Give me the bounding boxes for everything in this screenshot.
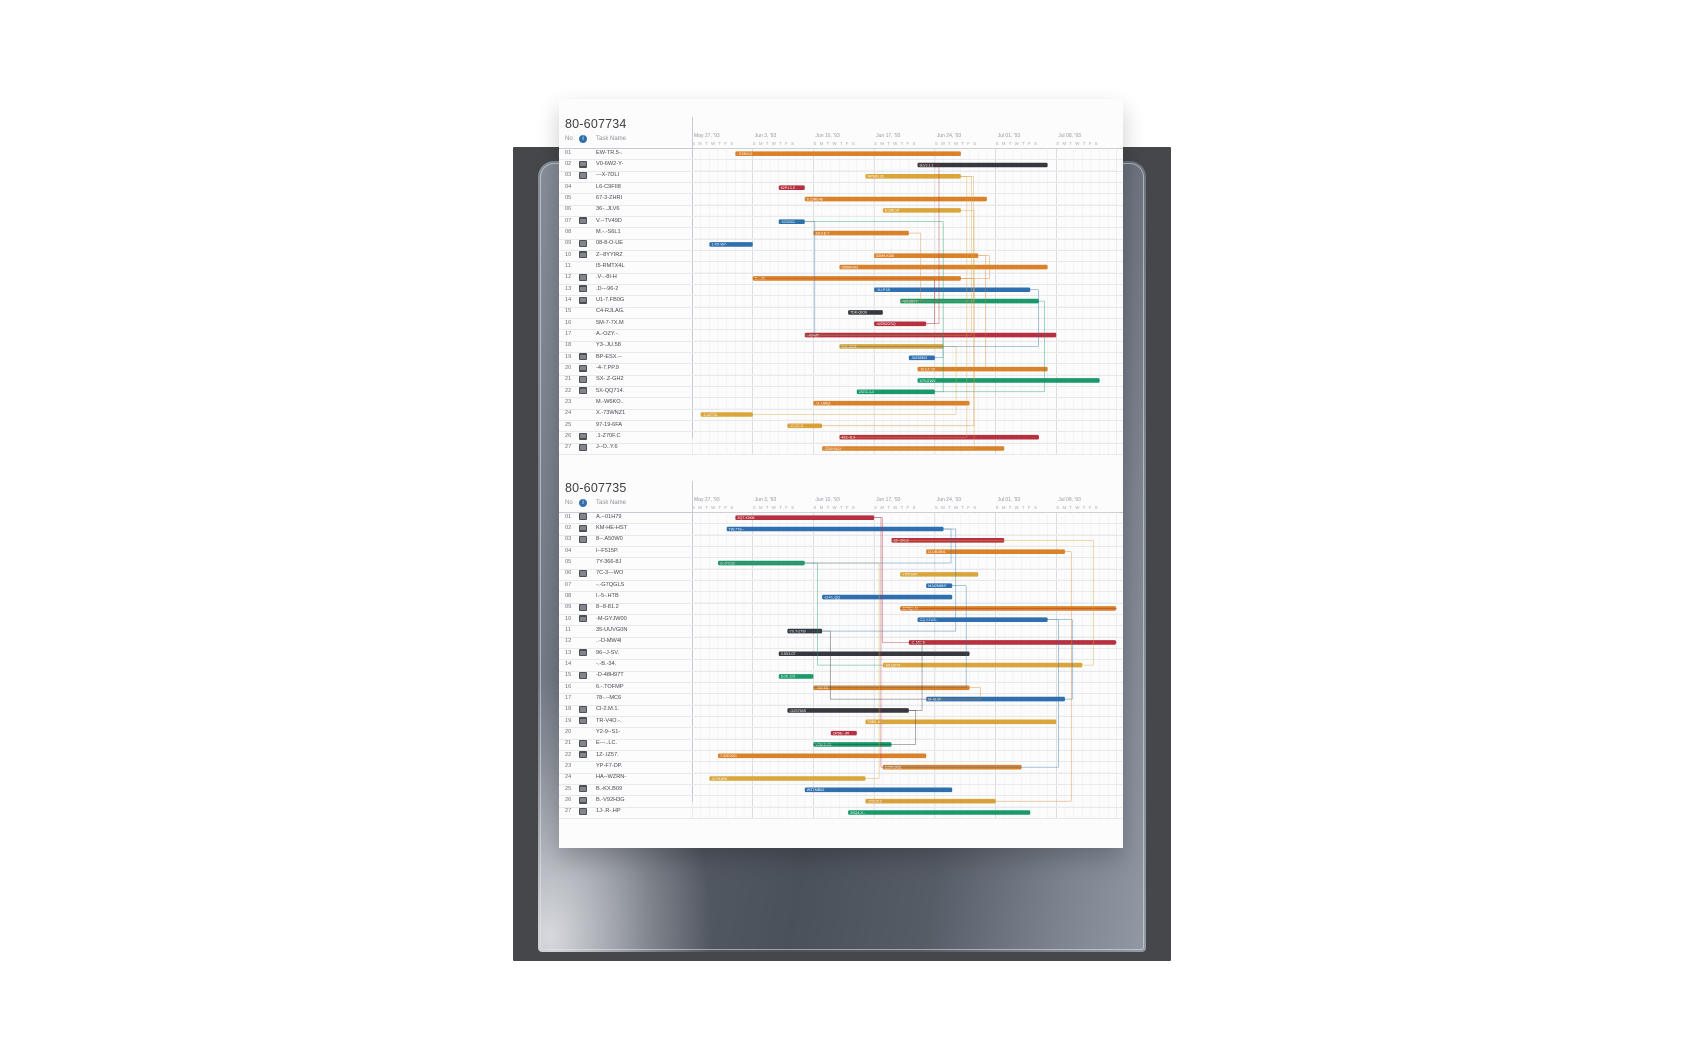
svg-text:-ZI.CE-B: -ZI.CE-B [789, 424, 804, 428]
svg-text:1-XX-W7-: 1-XX-W7- [711, 243, 728, 247]
svg-text:E25K9A5L: E25K9A5L [885, 765, 902, 769]
svg-text:.Z.UET8L: .Z.UET8L [703, 413, 718, 417]
svg-text:YX.T-27W: YX.T-27W [789, 629, 806, 633]
svg-text:423.-B.S: 423.-B.S [841, 435, 856, 439]
svg-text:2KR0-4-0: 2KR0-4-0 [859, 390, 874, 394]
svg-text:6.23RE46: 6.23RE46 [807, 197, 823, 201]
svg-text:.9C5983-: .9C5983- [781, 220, 797, 224]
svg-text:.1U-P.15: .1U-P.15 [876, 288, 890, 292]
svg-text:53M9-KGB: 53M9-KGB [876, 254, 894, 258]
svg-text:.3UO6502: .3UO6502 [911, 356, 927, 360]
svg-text:NP9JR.31: NP9JR.31 [867, 175, 883, 179]
svg-text:..E2NXJJ: ..E2NXJJ [737, 152, 752, 156]
svg-text:O.-0YE8I: O.-0YE8I [720, 561, 735, 565]
svg-text:-D.P1JBX: -D.P1JBX [711, 777, 727, 781]
svg-text:.6X.DZ74: .6X.DZ74 [885, 663, 900, 667]
svg-text:G.IX..CO: G.IX..CO [781, 675, 796, 679]
svg-text:GQ.X1W0-: GQ.X1W0- [920, 618, 938, 622]
svg-text:TW.7TS--: TW.7TS-- [729, 527, 745, 531]
svg-text:O656KIJG: O656KIJG [841, 265, 858, 269]
svg-text:MJ42M8N7: MJ42M8N7 [928, 584, 946, 588]
svg-text:6-196.1P: 6-196.1P [885, 209, 900, 213]
svg-text:W3T.MB62: W3T.MB62 [807, 788, 825, 792]
svg-text:Z8.0-E-7: Z8.0-E-7 [815, 231, 829, 235]
svg-text:-NHLT..W: -NHLT..W [920, 367, 936, 371]
svg-text:.O..UWQ-: .O..UWQ- [815, 401, 832, 405]
svg-text:.2MEI5-8: .2MEI5-8 [867, 799, 882, 803]
svg-text:3-5X3-07: 3-5X3-07 [781, 652, 796, 656]
svg-text:X7V-016V: X7V-016V [920, 379, 937, 383]
svg-text:S-9-.AO3: S-9-.AO3 [841, 345, 856, 349]
svg-text:OP9E--JR: OP9E--JR [833, 731, 850, 735]
svg-text:7DK-QIO9: 7DK-QIO9 [850, 311, 867, 315]
svg-text:ZQ7.X0KB: ZQ7.X0KB [737, 516, 755, 520]
svg-text:7-9ZE20O: 7-9ZE20O [720, 754, 737, 758]
svg-text:V2M.5-G1: V2M.5-G1 [815, 743, 831, 747]
svg-text:-I7R72AY: -I7R72AY [902, 573, 918, 577]
svg-text:5.-..96.: 5.-..96. [755, 277, 766, 281]
svg-text:-WZN2GSQ: -WZN2GSQ [876, 322, 896, 326]
svg-text:-2..MG.0: -2..MG.0 [911, 641, 925, 645]
svg-text:3Z--3XL8: 3Z--3XL8 [893, 539, 908, 543]
svg-text:-G-FL.QQ: -G-FL.QQ [824, 595, 840, 599]
svg-text:-.M4.5B-: -.M4.5B- [815, 686, 830, 690]
svg-text:-WI-28V7: -WI-28V7 [902, 299, 917, 303]
svg-text:.33MHNAY: .33MHNAY [824, 447, 842, 451]
svg-text:J276Q.-N: J276Q.-N [902, 607, 918, 611]
svg-text:3SQ4-X.-: 3SQ4-X.- [850, 811, 866, 815]
svg-text:M--B.VF.: M--B.VF. [928, 697, 942, 701]
svg-text:9LVJ.1.1: 9LVJ.1.1 [920, 163, 934, 167]
svg-text:.O2S754S: .O2S754S [789, 709, 806, 713]
svg-text:62P.L3-X: 62P.L3-X [781, 186, 796, 190]
svg-text:Q-UB15N1: Q-UB15N1 [928, 550, 946, 554]
svg-text:..49-MF.: ..49-MF. [807, 333, 820, 337]
